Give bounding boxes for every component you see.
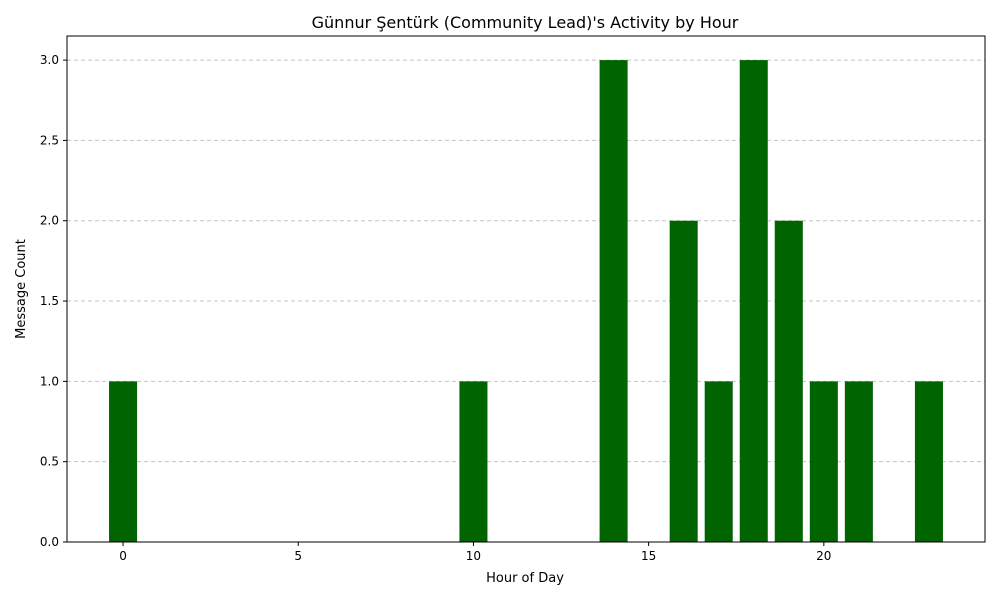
chart-title: Günnur Şentürk (Community Lead)'s Activi… <box>312 13 739 32</box>
y-axis-ticks: 0.0 0.5 1.0 1.5 2.0 2.5 3.0 <box>40 53 67 549</box>
bar-hour-10 <box>459 381 488 542</box>
x-tick-label-4: 20 <box>816 549 831 563</box>
bar-hour-20 <box>809 381 838 542</box>
y-axis-label: Message Count <box>14 239 29 339</box>
x-axis-ticks: 0 5 10 15 20 <box>119 542 831 563</box>
y-tick-label-4: 2.0 <box>40 214 59 228</box>
bar-hour-21 <box>844 381 873 542</box>
bar-hour-14 <box>599 60 628 542</box>
y-tick-label-1: 0.5 <box>40 455 59 469</box>
bar-hour-18 <box>739 60 768 542</box>
bars <box>109 60 943 542</box>
y-tick-label-6: 3.0 <box>40 53 59 67</box>
x-tick-label-0: 0 <box>119 549 127 563</box>
bar-hour-17 <box>704 381 733 542</box>
x-tick-label-3: 15 <box>641 549 656 563</box>
y-tick-label-5: 2.5 <box>40 133 59 147</box>
bar-hour-0 <box>109 381 138 542</box>
x-tick-label-2: 10 <box>466 549 481 563</box>
y-tick-label-0: 0.0 <box>40 535 59 549</box>
bar-hour-16 <box>669 220 698 542</box>
bar-hour-19 <box>774 220 803 542</box>
x-axis-label: Hour of Day <box>486 571 564 586</box>
y-tick-label-3: 1.5 <box>40 294 59 308</box>
plot-frame <box>66 35 986 543</box>
x-tick-label-1: 5 <box>294 549 302 563</box>
y-tick-label-2: 1.0 <box>40 374 59 388</box>
bar-hour-23 <box>914 381 943 542</box>
